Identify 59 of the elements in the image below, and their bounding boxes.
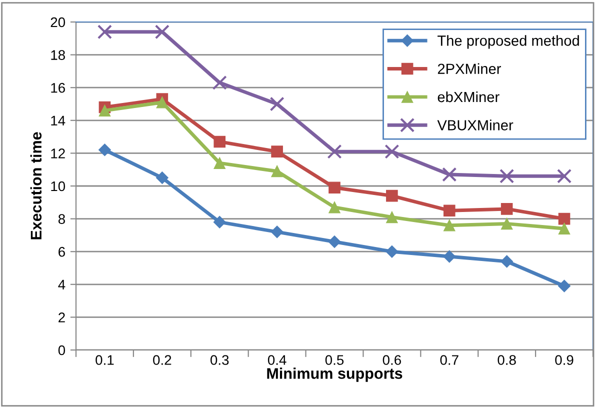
y-tick-label: 2 (58, 312, 65, 322)
x-tick-label: 0.3 (210, 355, 229, 365)
point (558, 212, 570, 225)
y-tick-label: 0 (58, 345, 66, 356)
point (558, 280, 571, 292)
x-tick-label: 0.2 (153, 355, 172, 365)
point (500, 203, 513, 215)
x-tick-label: 0.4 (268, 355, 286, 365)
y-tick-label: 18 (51, 50, 65, 60)
point (270, 96, 284, 112)
point (98, 144, 111, 156)
y-tick-label: 6 (58, 246, 65, 257)
y-tick-label: 10 (51, 181, 66, 192)
y-tick-label: 16 (51, 82, 65, 93)
x-tick-label: 0.9 (555, 355, 574, 365)
point (500, 218, 513, 230)
x-axis-title: Minimum supports (267, 368, 402, 382)
point (214, 157, 226, 169)
x-tick-label: 0.6 (382, 355, 401, 365)
point (271, 165, 283, 178)
y-tick-label: 4 (58, 280, 66, 290)
y-tick-label: 20 (50, 17, 66, 28)
point (212, 75, 227, 90)
point (558, 222, 570, 235)
point (154, 24, 170, 40)
point (214, 136, 226, 148)
legend-label: The proposed method (438, 35, 579, 49)
point (443, 204, 456, 217)
x-tick-label: 0.7 (440, 355, 458, 365)
point (213, 216, 226, 228)
point (442, 167, 457, 182)
x-tick-label: 0.1 (96, 355, 114, 365)
point (443, 250, 456, 263)
y-axis-title: Execution time (30, 132, 42, 240)
point (386, 190, 398, 202)
point (328, 236, 341, 248)
point (500, 168, 514, 184)
point (98, 104, 111, 116)
point (270, 226, 284, 238)
y-tick-label: 14 (51, 116, 66, 126)
point (328, 182, 340, 194)
point (386, 211, 398, 224)
point (384, 144, 400, 159)
x-tick-label: 0.5 (325, 355, 344, 365)
legend-label: VBUXMiner (437, 120, 514, 130)
point (328, 201, 340, 214)
y-tick-label: 8 (58, 214, 65, 224)
legend-label: ebXMiner (438, 91, 500, 102)
point (556, 168, 572, 184)
point (500, 255, 514, 268)
x-tick-label: 0.8 (498, 355, 516, 365)
point (97, 24, 112, 40)
point (327, 144, 342, 159)
legend-label: 2PXMiner (438, 63, 501, 74)
point (443, 219, 456, 232)
point (156, 172, 168, 184)
y-tick-label: 12 (51, 148, 65, 158)
point (386, 245, 398, 258)
point (271, 146, 283, 158)
